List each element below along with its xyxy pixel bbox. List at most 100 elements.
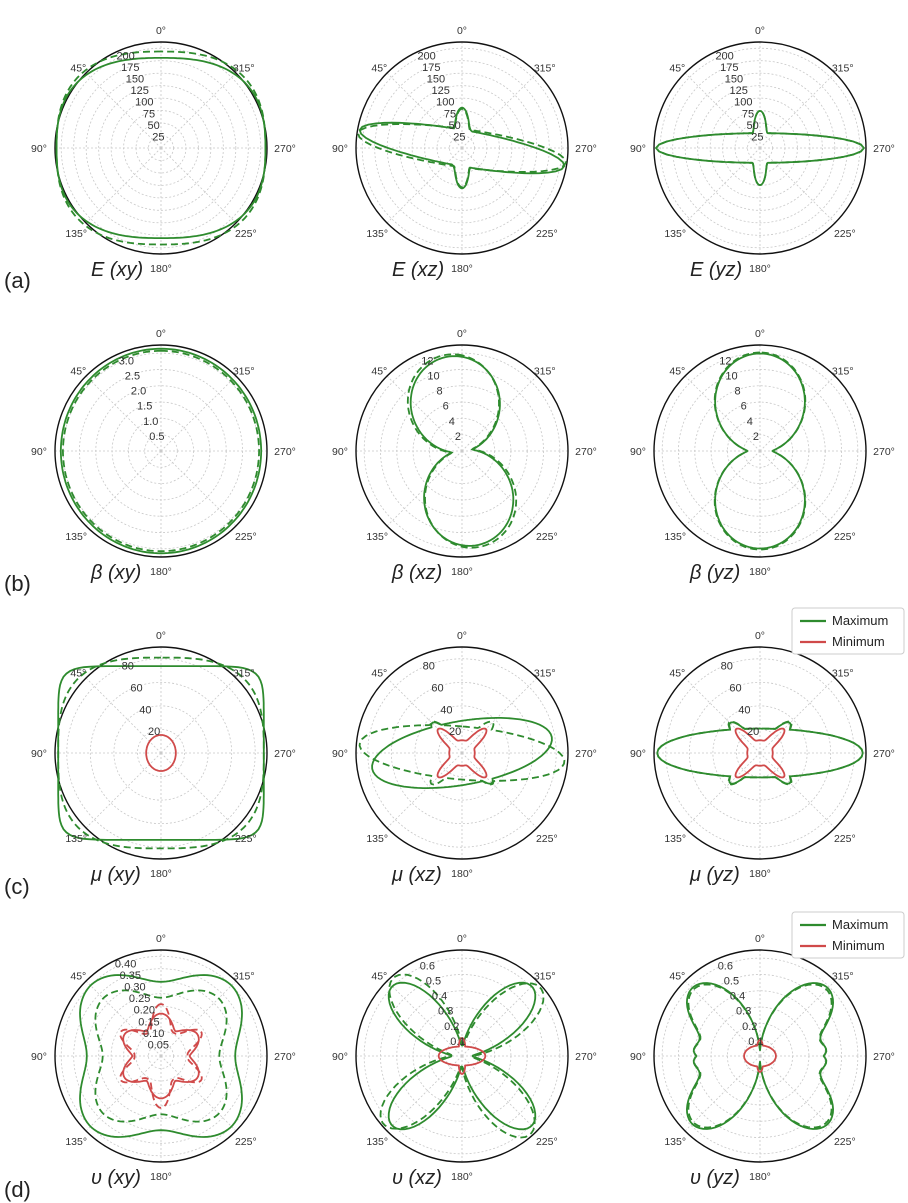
radial-grid-circle xyxy=(712,705,808,801)
angle-label: 270° xyxy=(873,748,895,760)
radial-tick-label: 50 xyxy=(449,120,461,132)
angular-grid-line xyxy=(386,752,463,829)
radial-tick-label: 20 xyxy=(148,726,160,738)
series-curve-2 xyxy=(55,50,267,246)
radial-grid-circle xyxy=(414,705,510,801)
angular-grid-line xyxy=(386,980,463,1057)
angular-grid-line xyxy=(160,450,237,527)
angular-grid-line xyxy=(386,677,463,754)
polar-frame xyxy=(355,949,569,1163)
polar-frame xyxy=(653,41,867,255)
angular-grid-line xyxy=(684,147,761,224)
radial-tick-label: 0.30 xyxy=(124,982,145,994)
angle-label: 135° xyxy=(366,833,388,845)
angular-grid-line xyxy=(461,752,538,829)
polar-panel-d-1: 0.050.100.150.200.250.300.350.40 0° 45° 90°… xyxy=(31,933,296,1189)
angular-grid-line xyxy=(160,752,237,829)
angle-label: 45° xyxy=(669,971,685,983)
angle-label: 270° xyxy=(274,446,296,458)
angle-label: 180° xyxy=(451,868,473,880)
angle-label: 135° xyxy=(65,833,87,845)
panel-title: υ (yz) xyxy=(690,1167,740,1189)
angle-label: 45° xyxy=(371,366,387,378)
series-curve-1 xyxy=(409,355,515,547)
angle-label: 225° xyxy=(834,228,856,240)
polar-frame xyxy=(54,646,268,860)
radial-tick-label: 50 xyxy=(747,120,759,132)
angle-label: 315° xyxy=(832,366,854,378)
radial-grid-circle xyxy=(73,968,249,1144)
series-curve-1 xyxy=(371,717,553,789)
series-curve-2 xyxy=(379,973,545,1139)
angle-label: 135° xyxy=(664,531,686,543)
angle-label: 315° xyxy=(832,63,854,75)
radial-tick-label: 75 xyxy=(143,108,155,120)
angular-grid-line xyxy=(759,752,836,829)
radial-tick-label: 0.25 xyxy=(129,993,150,1005)
radial-tick-label: 2 xyxy=(455,431,461,443)
angle-label: 180° xyxy=(749,263,771,275)
angle-label: 180° xyxy=(749,1171,771,1183)
radial-tick-label: 12 xyxy=(421,355,433,367)
polar-panel-c-2: 20 40 60 80 0° 45° 90° 135° 180° 225° 270° 315° μ (x… xyxy=(332,630,597,886)
legend: Maximum Minimum xyxy=(791,911,905,959)
angle-label: 315° xyxy=(233,668,255,680)
angular-grid-line xyxy=(461,147,538,224)
angular-grid-line xyxy=(759,980,836,1057)
angle-label: 315° xyxy=(233,63,255,75)
radial-tick-label: 175 xyxy=(720,62,738,74)
series-curve-2 xyxy=(57,656,265,850)
radial-tick-label: 25 xyxy=(453,131,465,143)
radial-grid-circle xyxy=(98,85,224,211)
angular-grid-line xyxy=(386,375,463,452)
radial-tick-label: 200 xyxy=(715,50,733,62)
angle-label: 270° xyxy=(575,446,597,458)
radial-tick-label: 200 xyxy=(116,50,134,62)
series-curve-2 xyxy=(687,983,833,1129)
angle-label: 90° xyxy=(31,446,47,458)
row-label: (a) xyxy=(4,268,31,293)
radial-tick-label: 150 xyxy=(725,74,743,86)
angular-grid-line xyxy=(759,677,836,754)
angle-label: 45° xyxy=(70,668,86,680)
angle-label: 270° xyxy=(274,1051,296,1063)
angle-label: 135° xyxy=(664,833,686,845)
radial-tick-label: 0.6 xyxy=(718,960,733,972)
panel-title: E (xy) xyxy=(91,259,143,281)
radial-tick-label: 125 xyxy=(431,85,449,97)
angle-label: 45° xyxy=(371,63,387,75)
panel-title: E (yz) xyxy=(690,259,742,281)
angle-label: 45° xyxy=(70,366,86,378)
radial-tick-label: 0.1 xyxy=(748,1036,763,1048)
angle-label: 0° xyxy=(457,630,467,642)
series-curve-3 xyxy=(734,727,786,779)
series-curve-2 xyxy=(358,720,566,786)
radial-grid-circle xyxy=(399,85,525,211)
angle-label: 0° xyxy=(755,933,765,945)
polar-panel-d-3: 0.1 0.2 0.3 0.4 0.5 0.6 0° 45° 90° 135° 180° 225° 27… xyxy=(630,933,895,1189)
row-label: (d) xyxy=(4,1177,31,1202)
angular-grid-line xyxy=(684,72,761,149)
angle-label: 270° xyxy=(274,748,296,760)
angular-grid-line xyxy=(684,980,761,1057)
radial-tick-label: 50 xyxy=(148,120,160,132)
radial-grid-circle xyxy=(98,993,224,1119)
radial-tick-label: 40 xyxy=(738,704,750,716)
angular-grid-line xyxy=(85,752,162,829)
angle-label: 45° xyxy=(70,63,86,75)
angle-label: 315° xyxy=(534,971,556,983)
radial-grid-circle xyxy=(367,658,557,848)
radial-grid-circle xyxy=(85,72,237,224)
angular-grid-line xyxy=(684,752,761,829)
legend: Maximum Minimum xyxy=(791,607,905,655)
angular-grid-line xyxy=(85,677,162,754)
radial-tick-label: 12 xyxy=(719,355,731,367)
angle-label: 135° xyxy=(65,531,87,543)
angle-label: 315° xyxy=(534,63,556,75)
angle-label: 90° xyxy=(630,1051,646,1063)
radial-tick-label: 20 xyxy=(449,726,461,738)
angle-label: 45° xyxy=(70,971,86,983)
radial-tick-label: 0.35 xyxy=(120,970,141,982)
